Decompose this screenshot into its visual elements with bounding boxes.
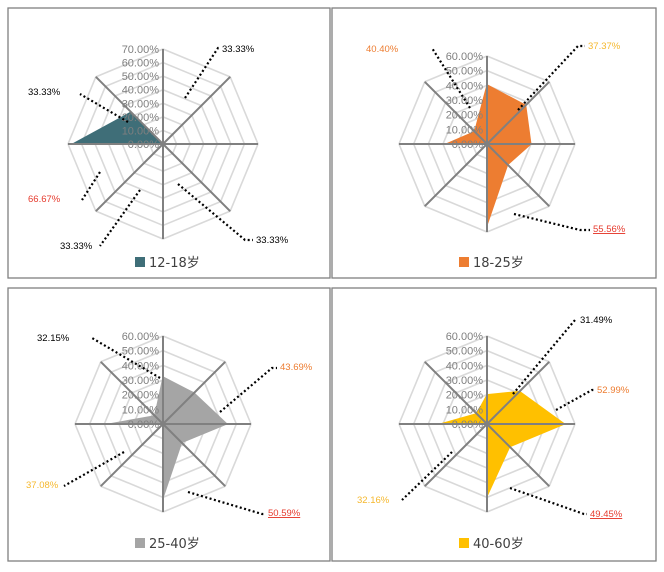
tick-label: 50.00% xyxy=(122,71,160,83)
tick-label: 40.00% xyxy=(446,360,484,372)
tick-label: 30.00% xyxy=(446,95,484,107)
axis-spoke xyxy=(424,143,488,207)
tick-label: 10.00% xyxy=(446,404,484,416)
leader-line xyxy=(555,388,594,411)
axis-spoke xyxy=(162,361,226,425)
leader-line xyxy=(431,47,471,109)
axis-spoke xyxy=(162,423,226,487)
tick-label: 30.00% xyxy=(122,98,160,110)
data-label: 43.69% xyxy=(280,362,313,373)
legend-label: 18-25岁 xyxy=(473,256,524,271)
legend-swatch xyxy=(459,257,469,267)
axis-spoke xyxy=(162,76,231,145)
leader-line xyxy=(512,318,577,395)
axis-spoke xyxy=(486,81,550,145)
tick-label: 0.00% xyxy=(452,139,483,151)
data-label: 31.49% xyxy=(580,315,613,326)
leader-line xyxy=(177,183,253,242)
data-label: 37.08% xyxy=(26,480,59,491)
axis-spoke xyxy=(486,143,550,207)
radar-panel-3: 60.00%50.00%40.00%30.00%20.00%10.00%0.00… xyxy=(7,287,331,562)
leader-line xyxy=(79,93,129,123)
data-label: 33.33% xyxy=(222,44,255,55)
data-label: 50.59% xyxy=(268,508,301,519)
leader-line xyxy=(184,46,219,99)
tick-label: 20.00% xyxy=(122,112,160,124)
tick-label: 70.00% xyxy=(122,44,160,56)
tick-label: 50.00% xyxy=(446,66,484,78)
radar-panel-1: 70.00% 60.00%50.00% 40.00%30.00% 20.00%10.0… xyxy=(7,7,331,279)
axis-spoke xyxy=(486,361,550,425)
leader-line xyxy=(509,486,587,516)
axis-spoke xyxy=(95,143,164,212)
tick-label: 20.00% xyxy=(446,390,484,402)
leader-line xyxy=(187,490,265,516)
axis-spoke xyxy=(424,81,488,145)
tick-label: 50.00% xyxy=(446,346,484,358)
data-label: 49.45% xyxy=(590,509,623,520)
data-label: 32.15% xyxy=(37,333,70,344)
legend-label: 12-18岁 xyxy=(149,256,200,271)
tick-label: 20.00% xyxy=(122,390,160,402)
tick-label: 60.00% xyxy=(446,51,484,63)
data-label: 33.33% xyxy=(60,241,93,252)
legend-swatch xyxy=(135,257,145,267)
tick-label: 40.00% xyxy=(122,85,160,97)
tick-label: 0.00% xyxy=(128,419,159,431)
data-label: 66.67% xyxy=(28,194,61,205)
legend-label: 40-60岁 xyxy=(473,537,524,552)
leader-line xyxy=(81,171,101,201)
axis-spoke xyxy=(486,423,550,487)
data-label: 37.37% xyxy=(588,41,621,52)
tick-label: 60.00% xyxy=(446,331,484,343)
axis-spoke xyxy=(95,76,164,145)
tick-label: 40.00% xyxy=(446,80,484,92)
tick-label: 30.00% xyxy=(122,375,160,387)
data-label: 52.99% xyxy=(597,385,630,396)
axis-spoke xyxy=(424,361,488,425)
data-label: 55.56% xyxy=(593,224,626,235)
data-label: 33.33% xyxy=(256,235,289,246)
tick-label: 10.00% xyxy=(122,125,160,137)
legend-swatch xyxy=(135,538,145,548)
tick-label: 60.00% xyxy=(122,58,160,70)
radar-panel-4: 60.00% 50.00% 40.00% 30.00% 20.00% 10.00% 0.00… xyxy=(331,287,657,562)
axis-spoke xyxy=(424,423,488,487)
tick-label: 20.00% xyxy=(446,110,484,122)
tick-label: 50.00% xyxy=(122,346,160,358)
leader-line xyxy=(219,366,277,413)
tick-label: 0.00% xyxy=(452,419,483,431)
tick-label: 0.00% xyxy=(128,139,159,151)
tick-label: 60.00% xyxy=(122,331,160,343)
leader-line xyxy=(513,212,590,232)
axis-spoke xyxy=(100,361,164,425)
legend-swatch xyxy=(459,538,469,548)
legend-label: 25-40岁 xyxy=(149,537,200,552)
tick-label: 30.00% xyxy=(446,375,484,387)
axis-spoke xyxy=(100,423,164,487)
axis-spoke xyxy=(162,143,231,212)
radar-panel-2: 60.00% 50.00% 40.00% 30.00% 20.00% 10.00% 0.00… xyxy=(331,7,657,279)
data-label: 40.40% xyxy=(366,44,399,55)
tick-label: 10.00% xyxy=(446,124,484,136)
data-label: 33.33% xyxy=(28,87,61,98)
tick-label: 10.00% xyxy=(122,404,160,416)
data-label: 32.16% xyxy=(357,495,390,506)
